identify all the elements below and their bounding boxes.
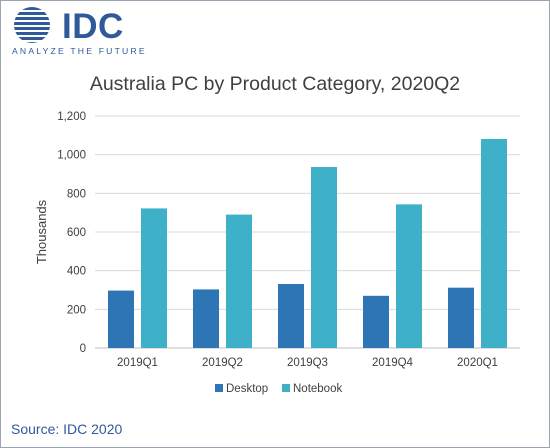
legend-swatch-desktop xyxy=(215,384,223,392)
bar-desktop xyxy=(278,284,304,348)
y-tick-label: 800 xyxy=(67,188,86,200)
y-tick-label: 1,200 xyxy=(57,111,86,123)
bar-desktop xyxy=(363,295,389,348)
y-tick-label: 200 xyxy=(67,304,86,316)
bar-notebook xyxy=(141,208,167,348)
legend-label-desktop: Desktop xyxy=(226,383,268,395)
chart-title: Australia PC by Product Category, 2020Q2 xyxy=(89,73,461,95)
bar-notebook xyxy=(226,214,252,348)
x-tick-label: 2019Q3 xyxy=(287,357,328,369)
x-tick-label: 2020Q1 xyxy=(457,357,498,369)
source-note: Source: IDC 2020 xyxy=(11,421,123,437)
x-tick-label: 2019Q1 xyxy=(117,357,158,369)
legend-label-notebook: Notebook xyxy=(293,383,342,395)
logo-tagline: ANALYZE THE FUTURE xyxy=(12,46,147,56)
logo-wordmark: IDC xyxy=(62,7,124,46)
idc-logo: IDC ANALYZE THE FUTURE xyxy=(10,6,160,56)
x-tick-label: 2019Q4 xyxy=(372,357,414,369)
legend-swatch-notebook xyxy=(282,384,290,392)
bar-notebook xyxy=(481,139,507,348)
bar-desktop xyxy=(108,290,134,348)
y-axis-label: Thousands xyxy=(34,199,49,264)
y-tick-label: 1,000 xyxy=(57,150,86,162)
bar-desktop xyxy=(448,287,474,348)
y-tick-label: 400 xyxy=(67,266,86,278)
y-tick-label: 600 xyxy=(67,227,86,239)
x-tick-label: 2019Q2 xyxy=(202,357,243,369)
bar-desktop xyxy=(193,289,219,348)
globe-icon xyxy=(14,7,50,43)
bar-notebook xyxy=(311,167,337,348)
y-tick-label: 0 xyxy=(80,343,86,355)
bar-notebook xyxy=(396,204,422,348)
